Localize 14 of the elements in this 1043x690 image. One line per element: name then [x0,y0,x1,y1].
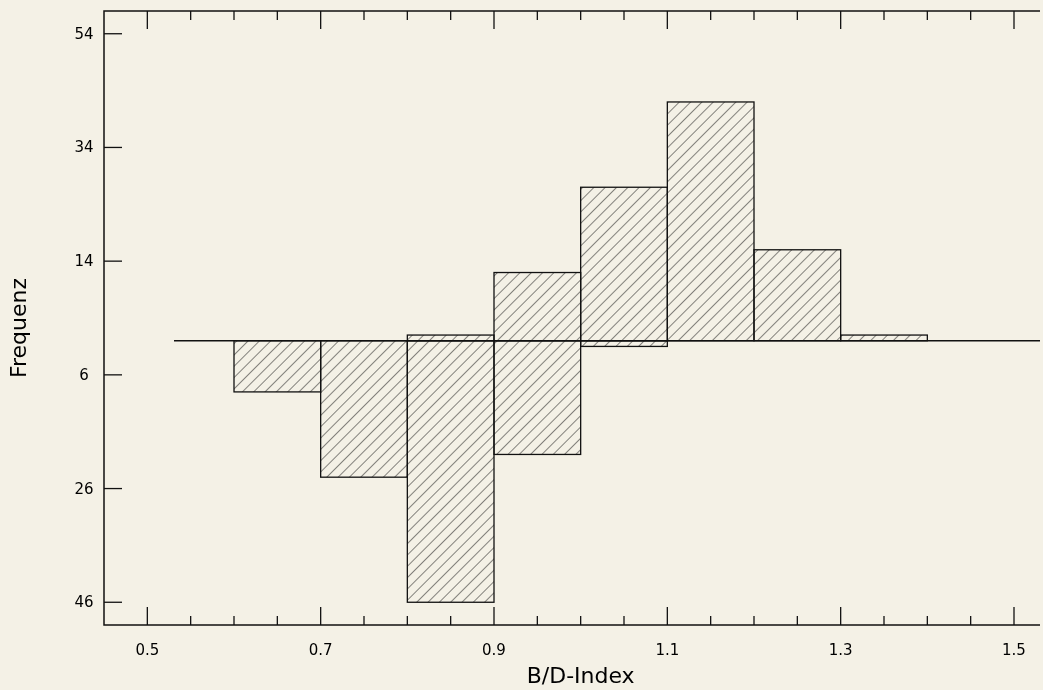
x-tick-label: 0.7 [308,641,333,659]
y-tick-label: 46 [74,593,94,612]
y-tick-label: 14 [74,252,94,271]
y-tick-label: 6 [79,365,89,384]
y-tick-label: 34 [74,138,94,157]
x-axis-title: B/D-Index [526,663,635,688]
x-tick-label: 0.5 [135,641,160,659]
x-tick-label: 0.9 [482,641,506,659]
x-tick-label: 1.5 [1002,641,1026,659]
y-tick-label: 26 [74,479,94,498]
y-tick-label: 54 [74,24,94,43]
y-axis-title: Frequenz [6,277,31,379]
x-tick-label: 1.1 [655,641,680,659]
x-tick-label: 1.3 [828,641,853,659]
